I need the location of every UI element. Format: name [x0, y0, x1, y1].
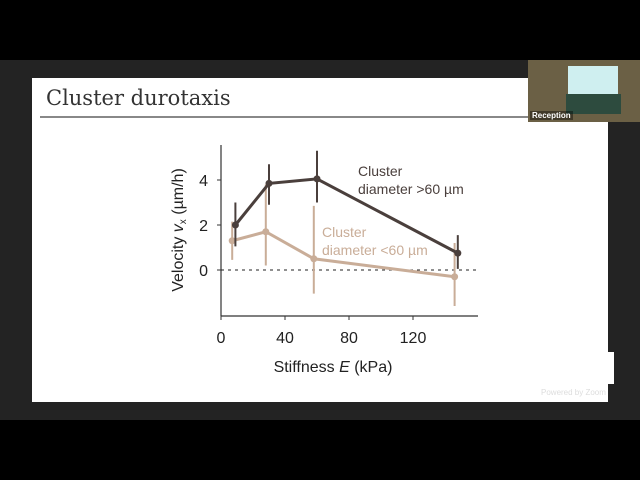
- data-point: [262, 228, 270, 236]
- x-label-part: (kPa): [350, 359, 393, 376]
- participant-label: Reception: [530, 111, 573, 120]
- y-label-part: Velocity: [170, 232, 187, 292]
- x-tick-label: 80: [340, 330, 358, 347]
- y-tick-label: 0: [199, 263, 208, 280]
- data-point: [231, 221, 239, 229]
- series-label: Cluster: [322, 224, 367, 240]
- series-line: [234, 177, 459, 255]
- zoom-watermark: Powered by Zoom: [541, 388, 606, 397]
- data-point: [265, 179, 273, 187]
- title-divider: [40, 116, 605, 118]
- data-point: [228, 237, 236, 245]
- slide: [32, 78, 608, 402]
- x-tick-label: 0: [217, 330, 226, 347]
- y-axis-label: Velocity vx (µm/h): [170, 168, 189, 292]
- side-panel-edge: [608, 352, 614, 384]
- x-tick-label: 120: [400, 330, 427, 347]
- y-label-part: x: [178, 219, 189, 224]
- projector-screen: [568, 66, 618, 94]
- x-label-part: Stiffness: [274, 359, 340, 376]
- data-point: [454, 249, 462, 257]
- y-label-part: v: [170, 223, 187, 232]
- x-label-part: E: [339, 359, 350, 376]
- data-point: [313, 175, 321, 183]
- y-label-part: (µm/h): [170, 168, 187, 219]
- y-tick-label: 2: [199, 218, 208, 235]
- y-tick-label: 4: [199, 173, 208, 190]
- chalkboard: [566, 94, 621, 114]
- x-axis-label: Stiffness E (kPa): [274, 359, 393, 376]
- series-label: diameter >60 µm: [358, 181, 464, 197]
- x-tick-label: 40: [276, 330, 294, 347]
- data-point: [310, 255, 318, 263]
- participant-thumbnail[interactable]: Reception: [528, 60, 640, 122]
- slide-title: Cluster durotaxis: [46, 86, 231, 110]
- series-label: diameter <60 µm: [322, 242, 428, 258]
- series-label: Cluster: [358, 163, 403, 179]
- series-line: [231, 230, 455, 279]
- data-point: [451, 273, 459, 281]
